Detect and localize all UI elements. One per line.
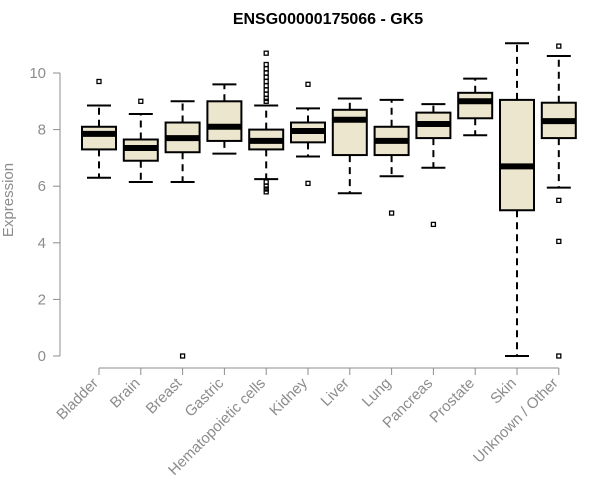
x-tick-label: Prostate	[426, 375, 478, 427]
x-tick-label: Lung	[359, 375, 395, 411]
outlier-point	[388, 210, 395, 216]
outlier-point	[430, 221, 437, 228]
outlier-point	[305, 81, 311, 87]
box-rect	[81, 125, 117, 151]
outlier-point	[556, 43, 562, 49]
boxes-layer	[81, 42, 577, 359]
box-group	[457, 77, 494, 137]
box-group	[122, 98, 159, 183]
outlier-point	[263, 78, 269, 85]
y-tick-label: 8	[38, 122, 46, 139]
outlier-point	[305, 180, 311, 187]
y-tick-label: 6	[38, 178, 46, 195]
box-group	[540, 43, 577, 359]
outlier-point	[263, 189, 269, 195]
x-tick-label: Brain	[107, 375, 144, 412]
box-group	[164, 100, 201, 359]
chart-title: ENSG00000175066 - GK5	[233, 11, 423, 28]
outlier-point	[263, 179, 269, 185]
outlier-point	[263, 98, 269, 104]
box-group	[415, 103, 452, 228]
outlier-point	[263, 70, 269, 76]
box-rect	[499, 98, 535, 212]
x-tick-label: Liver	[318, 375, 353, 410]
x-tick-label: Skin	[487, 375, 520, 408]
box-group	[499, 42, 535, 357]
outlier-point	[138, 98, 144, 104]
box-group	[331, 97, 368, 195]
outlier-point	[556, 353, 562, 359]
outlier-point	[179, 353, 186, 359]
box-rect	[457, 91, 494, 120]
outlier-point	[263, 66, 269, 72]
outlier-point	[263, 183, 269, 189]
y-tick-label: 0	[38, 348, 46, 365]
x-tick-label: Breast	[143, 374, 186, 417]
box-group	[206, 83, 243, 155]
outlier-point	[263, 87, 269, 93]
y-tick-label: 4	[38, 235, 46, 252]
x-tick-label: Bladder	[53, 375, 102, 424]
x-tick-label: Kidney	[266, 374, 311, 419]
y-axis-label: Expression	[0, 163, 17, 237]
outlier-point	[263, 95, 269, 102]
y-tick-label: 2	[38, 291, 46, 308]
outlier-point	[556, 197, 562, 204]
y-tick-label: 10	[29, 65, 46, 82]
outlier-point	[556, 238, 562, 245]
outlier-point	[263, 61, 269, 68]
box-rect	[206, 100, 243, 142]
outlier-point	[263, 91, 269, 97]
outlier-point	[263, 74, 269, 80]
box-group	[248, 50, 285, 195]
outlier-point	[263, 50, 269, 56]
box-group	[290, 81, 326, 187]
outlier-point	[263, 83, 269, 89]
outlier-point	[96, 78, 102, 85]
outlier-point	[263, 186, 269, 192]
box-rect	[331, 108, 368, 157]
box-group	[81, 78, 117, 179]
box-group	[373, 98, 410, 216]
